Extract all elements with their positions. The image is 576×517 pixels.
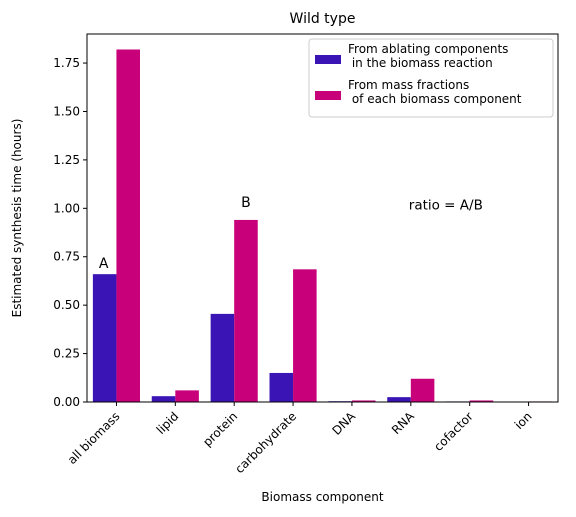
bar-1-3 xyxy=(269,372,294,402)
y-tick-label: 1.75 xyxy=(53,56,80,70)
bar-2-4 xyxy=(351,400,376,402)
bar-1-1 xyxy=(151,396,176,402)
bar-2-2 xyxy=(234,219,258,402)
legend-box xyxy=(308,38,554,118)
y-tick-label: 0.25 xyxy=(53,347,80,361)
y-tick-label: 0.75 xyxy=(53,250,80,264)
annotation-label: ratio = A/B xyxy=(409,197,483,213)
legend-label: From mass fractions of each biomass comp… xyxy=(348,78,522,106)
x-axis-label: Biomass component xyxy=(261,490,383,504)
bar-1-2 xyxy=(210,313,235,402)
bar-2-5 xyxy=(410,378,435,402)
annotation-label: A xyxy=(99,256,109,272)
x-tick-label: all biomass xyxy=(65,409,123,467)
annotations-group: A B ratio = A/B xyxy=(99,195,483,272)
legend: From ablating components in the biomass … xyxy=(308,38,554,118)
bar-2-1 xyxy=(175,390,199,402)
y-tick-label: 0.00 xyxy=(53,395,80,409)
plot-frame xyxy=(86,33,559,403)
y-tick-label: 1.00 xyxy=(53,201,80,215)
x-tick-label: lipid xyxy=(154,409,182,437)
x-tick-label: cofactor xyxy=(431,409,476,454)
y-tick-label: 1.25 xyxy=(53,153,80,167)
y-axis: 0.00 0.25 0.50 0.75 1.00 1.25 1.50 1.75 xyxy=(53,56,87,409)
y-axis-label: Estimated synthesis time (hours) xyxy=(10,119,24,318)
legend-swatch xyxy=(315,91,341,100)
y-tick-label: 0.50 xyxy=(53,298,80,312)
y-tick-label: 1.50 xyxy=(53,104,80,118)
x-tick-label: protein xyxy=(200,409,240,449)
chart-title: Wild type xyxy=(290,11,356,27)
bar-1-5 xyxy=(387,397,411,402)
bar-2-0 xyxy=(116,49,140,402)
x-tick-label: carbohydrate xyxy=(232,409,299,476)
bar-2-6 xyxy=(469,400,494,402)
x-tick-label: RNA xyxy=(389,409,418,438)
x-tick-label: ion xyxy=(512,409,535,432)
annotation-label: B xyxy=(241,195,251,211)
bar-1-0 xyxy=(92,274,117,402)
bar-2-3 xyxy=(293,269,317,402)
bars-group xyxy=(92,49,553,403)
legend-label: From ablating components in the biomass … xyxy=(348,42,508,70)
x-tick-label: DNA xyxy=(329,409,358,438)
legend-swatch xyxy=(315,55,341,64)
